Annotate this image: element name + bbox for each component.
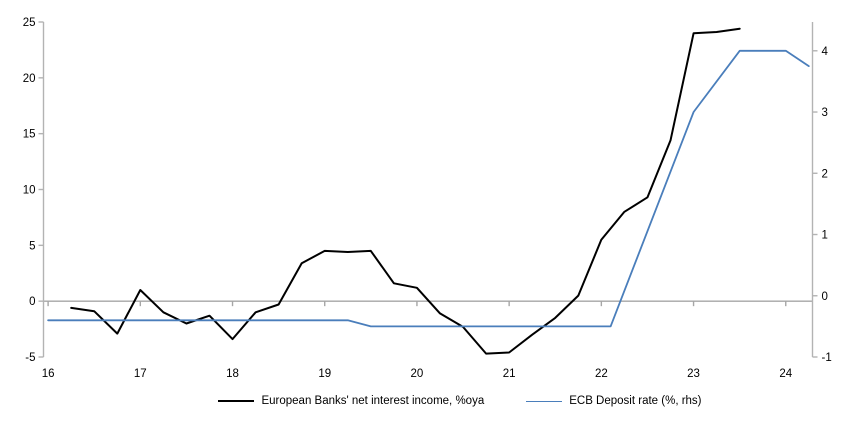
x-axis-tick-label: 17 bbox=[134, 368, 147, 380]
right-axis-tick-label: 2 bbox=[822, 168, 828, 180]
left-axis-tick-label: 5 bbox=[29, 240, 35, 252]
x-axis-tick-label: 20 bbox=[411, 368, 424, 380]
x-axis-tick-label: 19 bbox=[318, 368, 331, 380]
x-axis-tick-label: 18 bbox=[226, 368, 239, 380]
series-line-net-interest-income bbox=[70, 27, 741, 355]
chart-legend: European Banks' net interest income, %oy… bbox=[34, 395, 852, 407]
x-axis-tick-label: 22 bbox=[595, 368, 608, 380]
legend-label-ecb-deposit-rate: ECB Deposit rate (%, rhs) bbox=[569, 395, 702, 407]
right-axis-tick-label: 1 bbox=[822, 230, 828, 242]
x-axis-tick-label: 23 bbox=[687, 368, 700, 380]
left-axis-tick-label: -5 bbox=[25, 352, 35, 364]
right-axis-tick-label: -1 bbox=[822, 352, 832, 364]
left-axis-tick-label: 15 bbox=[23, 129, 36, 141]
left-axis-tick-label: 20 bbox=[23, 73, 36, 85]
legend-item-net-interest-income: European Banks' net interest income, %oy… bbox=[218, 395, 484, 407]
legend-item-ecb-deposit-rate: ECB Deposit rate (%, rhs) bbox=[526, 395, 702, 407]
x-axis-tick-label: 16 bbox=[42, 368, 55, 380]
right-axis-tick-label: 4 bbox=[822, 46, 829, 58]
black-line-swatch bbox=[218, 400, 255, 402]
left-axis-tick-label: 0 bbox=[29, 296, 35, 308]
left-axis-tick-label: 25 bbox=[23, 17, 36, 29]
right-axis-tick-label: 0 bbox=[822, 291, 828, 303]
legend-label-net-interest-income: European Banks' net interest income, %oy… bbox=[261, 395, 485, 407]
x-axis-tick-label: 21 bbox=[503, 368, 516, 380]
left-axis-tick-label: 10 bbox=[23, 185, 36, 197]
blue-line-swatch bbox=[526, 400, 563, 402]
series-line-ecb-deposit-rate bbox=[47, 49, 810, 328]
x-axis-tick-label: 24 bbox=[779, 368, 792, 380]
right-axis-tick-label: 3 bbox=[822, 107, 828, 119]
